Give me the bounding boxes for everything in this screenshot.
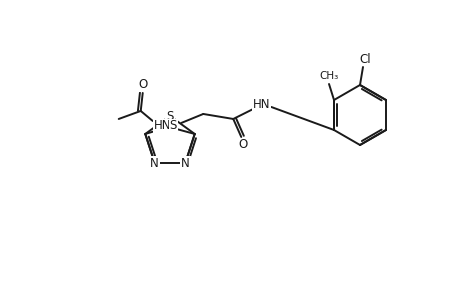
Text: O: O (138, 79, 147, 92)
Text: S: S (169, 119, 177, 133)
Text: O: O (238, 139, 247, 152)
Text: N: N (180, 157, 189, 169)
Text: N: N (150, 157, 159, 169)
Text: HN: HN (252, 98, 269, 112)
Text: Cl: Cl (358, 52, 370, 65)
Text: CH₃: CH₃ (319, 71, 338, 81)
Text: HN: HN (154, 119, 171, 133)
Text: S: S (166, 110, 174, 122)
